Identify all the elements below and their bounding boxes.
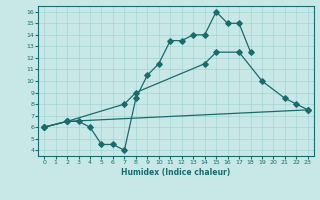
X-axis label: Humidex (Indice chaleur): Humidex (Indice chaleur) [121, 168, 231, 177]
